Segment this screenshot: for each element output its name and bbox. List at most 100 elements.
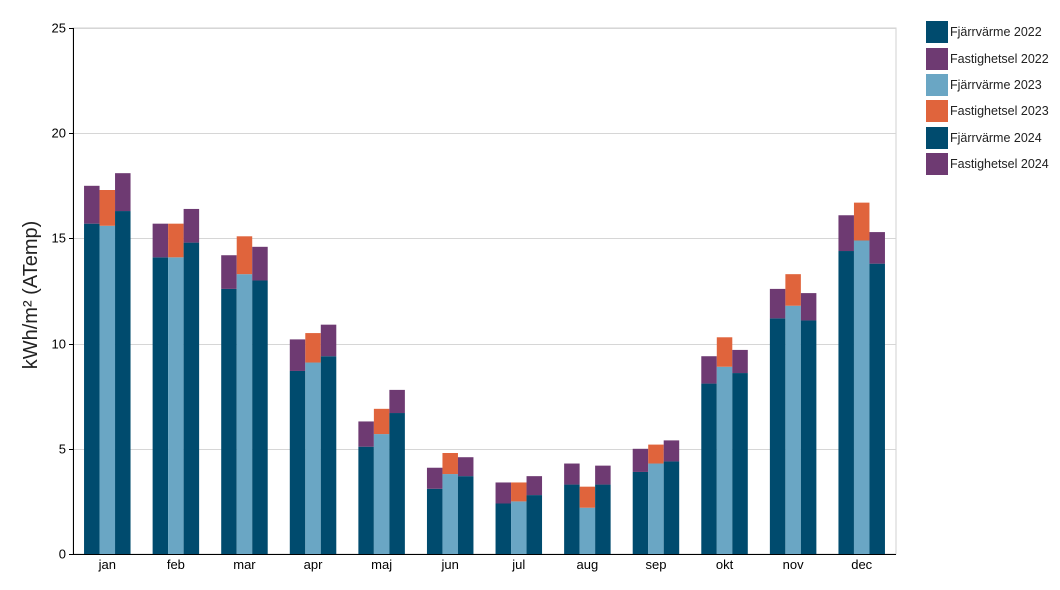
legend-swatch	[926, 21, 948, 44]
bar-fastighetsel-2023-mar	[236, 236, 253, 275]
x-tick-label: maj	[371, 557, 392, 572]
bar-fjärrvärme-2022-apr	[289, 370, 306, 554]
legend-label: Fastighetsel 2024	[950, 157, 1049, 172]
bar-fastighetsel-2024-mar	[252, 246, 268, 281]
bar-fjärrvärme-2023-sep	[648, 463, 664, 554]
bar-fastighetsel-2023-sep	[648, 444, 664, 464]
x-tick-label: apr	[304, 557, 323, 572]
x-tick-label: feb	[167, 557, 185, 572]
bar-fjärrvärme-2023-aug	[579, 507, 596, 554]
bar-fjärrvärme-2022-jun	[426, 488, 443, 554]
x-tick-label: dec	[851, 557, 872, 572]
x-tick-label: okt	[716, 557, 734, 572]
legend-item: Fjärrvärme 2024	[926, 125, 1060, 151]
bar-fjärrvärme-2023-okt	[716, 366, 733, 554]
legend-label: Fastighetsel 2022	[950, 51, 1049, 66]
legend-item: Fjärrvärme 2023	[926, 72, 1060, 98]
bar-fastighetsel-2024-feb	[183, 208, 200, 243]
bar-fjärrvärme-2024-nov	[800, 320, 817, 554]
bar-fjärrvärme-2024-dec	[869, 263, 885, 554]
bar-fjärrvärme-2024-jun	[457, 476, 474, 554]
bar-fjärrvärme-2022-okt	[701, 383, 717, 554]
bar-fastighetsel-2022-apr	[289, 339, 306, 371]
bar-fjärrvärme-2022-mar	[221, 288, 237, 554]
bar-fastighetsel-2023-nov	[785, 274, 801, 306]
bar-fjärrvärme-2023-dec	[853, 240, 870, 554]
bar-fjärrvärme-2023-jan	[99, 225, 116, 554]
bar-fastighetsel-2023-dec	[853, 202, 870, 241]
legend-swatch	[926, 100, 948, 123]
x-tick-label: aug	[577, 557, 599, 572]
y-tick-label: 10	[52, 337, 66, 352]
bar-fastighetsel-2022-feb	[152, 223, 169, 258]
bar-fastighetsel-2024-jan	[115, 173, 131, 212]
bar-fastighetsel-2024-okt	[732, 349, 748, 374]
bar-fastighetsel-2023-feb	[168, 223, 184, 258]
bar-fastighetsel-2023-jan	[99, 190, 116, 226]
bar-fastighetsel-2024-sep	[663, 440, 680, 462]
bar-fjärrvärme-2022-feb	[152, 257, 169, 554]
x-tick-label: jan	[98, 557, 116, 572]
legend-label: Fastighetsel 2023	[950, 104, 1049, 119]
bar-fjärrvärme-2022-jul	[495, 503, 512, 554]
bar-fjärrvärme-2022-jan	[84, 223, 100, 554]
bar-fjärrvärme-2024-sep	[663, 461, 680, 554]
legend-swatch	[926, 73, 948, 96]
bar-fastighetsel-2024-jul	[526, 476, 543, 496]
bar-fjärrvärme-2024-jul	[526, 495, 543, 554]
bar-fjärrvärme-2022-dec	[838, 251, 854, 555]
legend-swatch	[926, 153, 948, 176]
bar-fjärrvärme-2023-nov	[785, 305, 801, 554]
legend-item: Fjärrvärme 2022	[926, 19, 1060, 45]
bar-fastighetsel-2024-dec	[869, 232, 885, 264]
bar-fjärrvärme-2022-nov	[769, 318, 786, 554]
bar-fjärrvärme-2023-mar	[236, 274, 253, 554]
bar-fastighetsel-2022-dec	[838, 215, 854, 252]
legend-label: Fjärrvärme 2022	[950, 25, 1042, 40]
y-tick-label: 5	[59, 442, 66, 457]
bar-fjärrvärme-2024-mar	[252, 280, 268, 554]
axes: 0 5 10 15 20 25 jan feb mar apr maj jun jul aug sep okt…	[52, 21, 896, 572]
bar-fjärrvärme-2022-sep	[632, 471, 649, 554]
bar-fastighetsel-2023-aug	[579, 486, 596, 508]
x-tick-label: jul	[511, 557, 525, 572]
x-tick-label: nov	[783, 557, 804, 572]
bar-fastighetsel-2022-sep	[632, 448, 649, 472]
x-tick-label: jun	[441, 557, 459, 572]
legend-label: Fjärrvärme 2023	[950, 77, 1042, 92]
bar-fastighetsel-2022-maj	[358, 421, 374, 447]
bar-fjärrvärme-2023-apr	[305, 362, 321, 554]
bar-fastighetsel-2024-aug	[595, 465, 611, 485]
y-axis-label: kWh/m² (ATemp)	[20, 221, 42, 370]
bar-fjärrvärme-2024-feb	[183, 242, 200, 554]
bar-fastighetsel-2023-jul	[511, 482, 527, 502]
bar-fjärrvärme-2024-okt	[732, 373, 748, 554]
bar-fjärrvärme-2024-apr	[320, 356, 337, 554]
bar-fastighetsel-2023-maj	[373, 408, 390, 435]
legend-item: Fastighetsel 2023	[926, 98, 1060, 124]
bar-fastighetsel-2022-nov	[769, 288, 786, 319]
bar-fjärrvärme-2024-jan	[115, 211, 131, 554]
bar-fjärrvärme-2023-maj	[373, 434, 390, 554]
bar-fastighetsel-2024-jun	[457, 457, 474, 477]
bar-fjärrvärme-2024-aug	[595, 484, 611, 554]
bar-fjärrvärme-2022-aug	[564, 484, 580, 554]
legend-swatch	[926, 126, 948, 149]
bar-fastighetsel-2024-maj	[389, 389, 405, 414]
bar-fastighetsel-2022-mar	[221, 255, 237, 289]
bar-fjärrvärme-2024-maj	[389, 413, 405, 554]
bar-fjärrvärme-2023-jun	[442, 474, 458, 554]
bar-fastighetsel-2024-nov	[800, 293, 817, 321]
bar-fjärrvärme-2023-feb	[168, 257, 184, 554]
legend: Fjärrvärme 2022 Fastighetsel 2022 Fjärrvär…	[926, 19, 1060, 177]
bar-fastighetsel-2022-aug	[564, 463, 580, 485]
bar-fastighetsel-2023-okt	[716, 337, 733, 367]
x-tick-label: sep	[645, 557, 666, 572]
bar-fastighetsel-2022-jul	[495, 482, 512, 504]
x-tick-label: mar	[233, 557, 256, 572]
y-tick-label: 15	[52, 231, 66, 246]
bar-fjärrvärme-2022-maj	[358, 446, 374, 554]
legend-item: Fastighetsel 2024	[926, 151, 1060, 177]
legend-item: Fastighetsel 2022	[926, 45, 1060, 71]
